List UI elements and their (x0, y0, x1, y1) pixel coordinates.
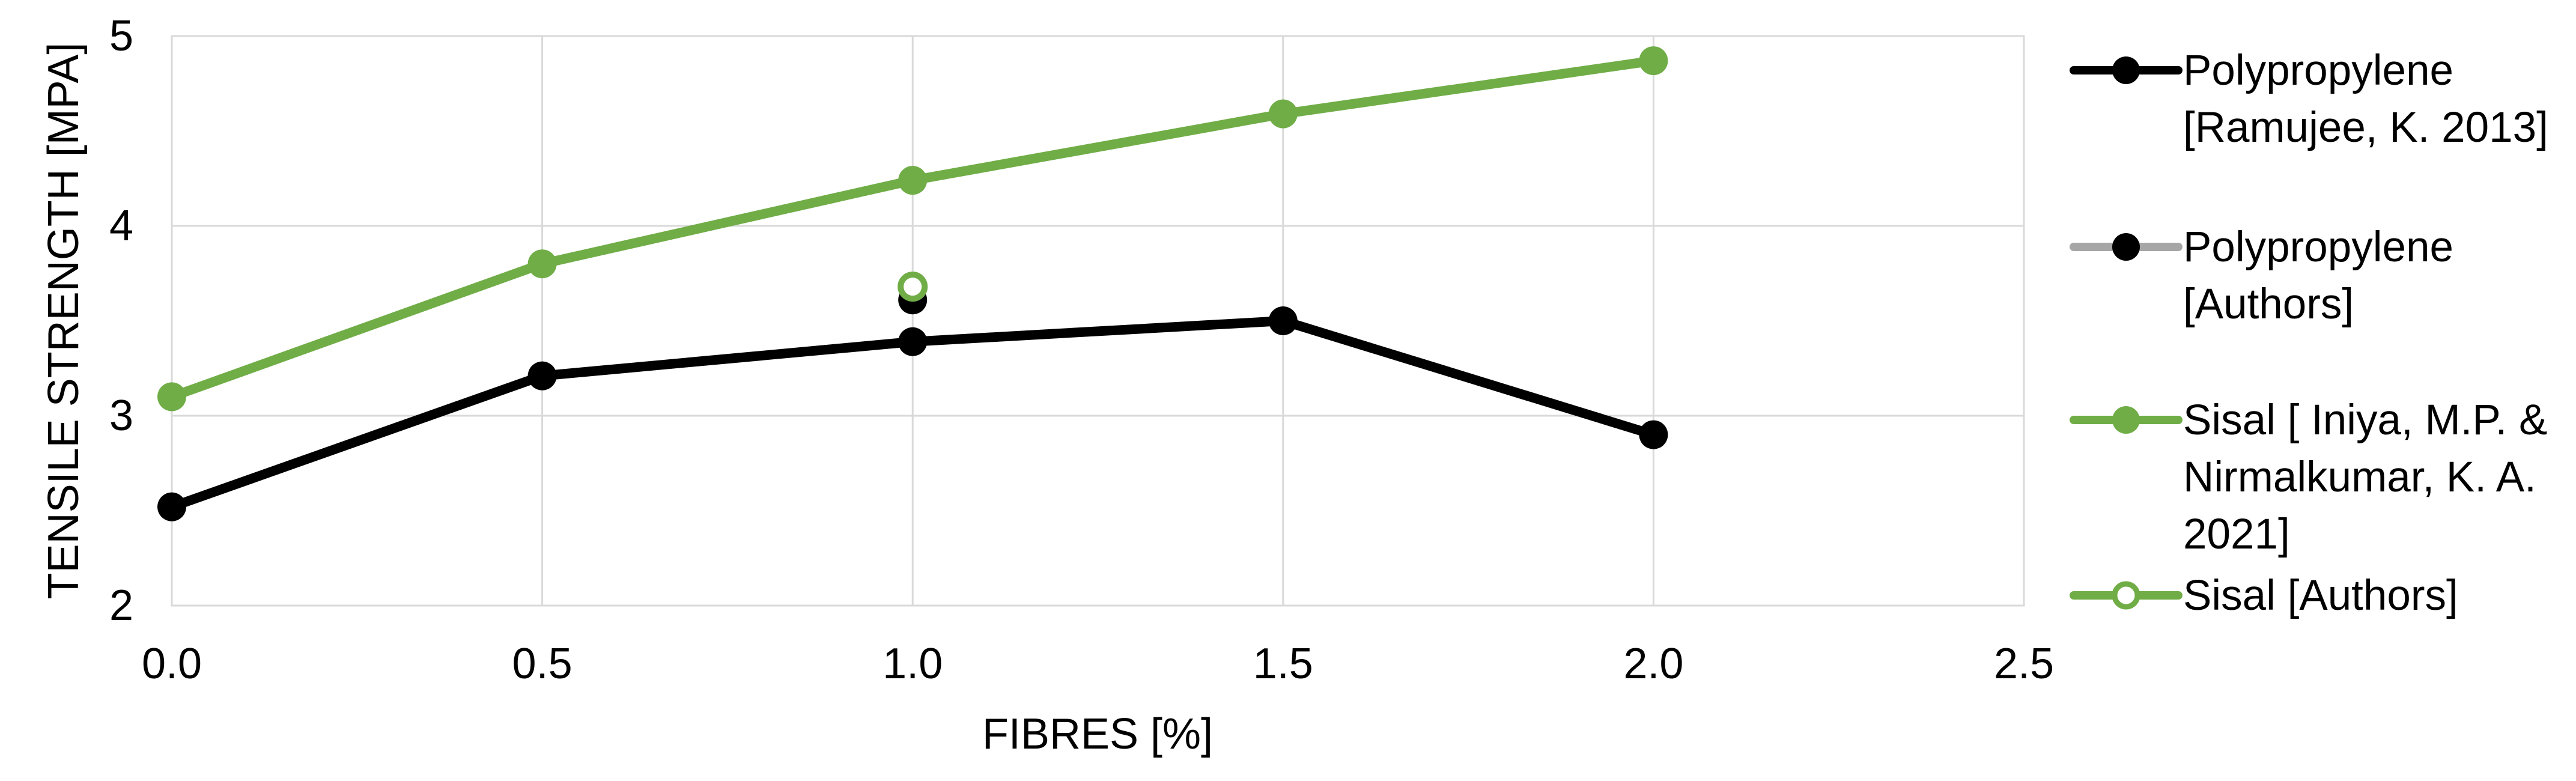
legend-label-line: 2021] (2183, 511, 2290, 558)
legend-line-marker-icon (2070, 233, 2183, 261)
legend-label-line: Sisal [ Iniya, M.P. & (2183, 397, 2548, 444)
x-tick-label: 1.0 (882, 640, 943, 688)
data-point-marker (527, 249, 557, 279)
legend-item-sisal-authors: Sisal [Authors] (2069, 567, 2458, 624)
x-axis-title: FIBRES [%] (982, 710, 1214, 758)
legend-item-polypropylene-ramujee: Polypropylene [Ramujee, K. 2013] (2069, 42, 2548, 156)
data-point-marker (898, 327, 928, 356)
y-axis-title: TENSILE STRENGTH [MPA] (40, 42, 88, 600)
data-point-marker (1268, 306, 1298, 335)
legend-line-marker-icon (2070, 406, 2183, 434)
data-point-marker (157, 492, 186, 521)
legend-line-open-marker-icon (2070, 581, 2183, 610)
data-point-marker (1268, 99, 1298, 129)
legend-item-polypropylene-authors: Polypropylene [Authors] (2069, 219, 2453, 333)
data-point-marker (527, 361, 557, 390)
legend-label-line: Polypropylene (2183, 47, 2453, 94)
data-point-marker-open (898, 272, 928, 302)
x-tick-label: 2.0 (1623, 640, 1684, 688)
y-tick-label: 4 (109, 202, 133, 250)
data-point-marker (1639, 420, 1668, 449)
legend-line-marker-icon (2070, 56, 2183, 84)
y-tick-label: 2 (109, 582, 133, 630)
data-point-marker (898, 166, 928, 195)
legend-item-sisal-iniya: Sisal [ Iniya, M.P. & Nirmalkumar, K. A.… (2069, 392, 2547, 563)
x-tick-label: 0.0 (141, 640, 202, 688)
y-tick-label: 3 (109, 392, 133, 440)
x-tick-label: 0.5 (512, 640, 573, 688)
x-tick-label: 1.5 (1253, 640, 1313, 688)
legend-label-line: [Authors] (2183, 281, 2354, 328)
data-point-marker (1639, 46, 1668, 76)
legend-label-line: Nirmalkumar, K. A. (2183, 454, 2536, 501)
plot-border (171, 35, 2025, 607)
legend-label-line: Polypropylene (2183, 223, 2453, 271)
data-point-marker (157, 382, 186, 412)
x-tick-label: 2.5 (1993, 640, 2055, 688)
legend-label-line: [Ramujee, K. 2013] (2183, 104, 2548, 151)
legend-label-line: Sisal [Authors] (2183, 572, 2458, 619)
y-tick-label: 5 (109, 12, 133, 60)
